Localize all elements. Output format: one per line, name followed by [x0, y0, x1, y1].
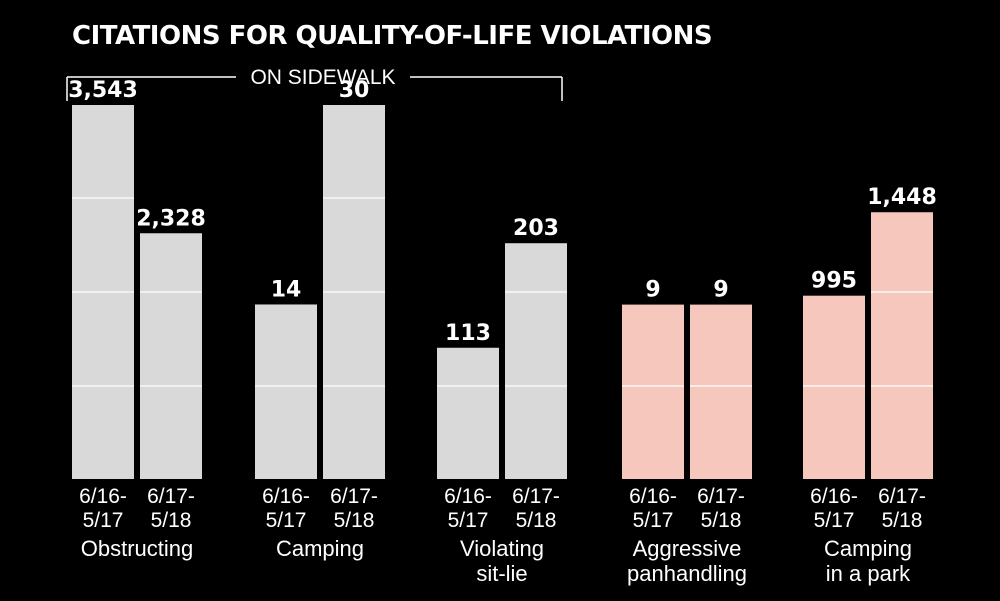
- category-label: sit-lie: [476, 561, 527, 586]
- value-label: 9: [645, 278, 660, 303]
- period-label: 6/17-: [878, 485, 926, 508]
- value-label: 30: [339, 78, 370, 103]
- period-label: 5/18: [151, 509, 192, 532]
- period-label: 5/17: [448, 509, 489, 532]
- period-label: 6/17-: [697, 485, 745, 508]
- value-label: 995: [811, 269, 857, 294]
- value-label: 2,328: [136, 206, 206, 231]
- bar: [505, 243, 567, 479]
- period-label: 5/17: [633, 509, 674, 532]
- period-label: 6/16-: [444, 485, 492, 508]
- category-label: Obstructing: [81, 536, 194, 561]
- value-label: 203: [513, 216, 559, 241]
- period-label: 6/16-: [262, 485, 310, 508]
- period-label: 6/17-: [330, 485, 378, 508]
- bars-layer: [72, 105, 933, 479]
- value-label: 9: [713, 278, 728, 303]
- bar: [622, 304, 684, 479]
- category-label: Aggressive: [633, 536, 742, 561]
- category-label: Violating: [460, 536, 544, 561]
- period-label: 5/18: [516, 509, 557, 532]
- value-label: 14: [271, 277, 302, 302]
- category-label: Camping: [276, 536, 364, 561]
- period-label: 5/17: [814, 509, 855, 532]
- bracket-label: ON SIDEWALK: [250, 66, 395, 89]
- period-label: 5/18: [334, 509, 375, 532]
- category-label: in a park: [826, 561, 911, 586]
- labels-layer: 3,5436/16-5/172,3286/17-5/18Obstructing1…: [68, 78, 937, 586]
- period-label: 5/17: [266, 509, 307, 532]
- period-label: 6/17-: [147, 485, 195, 508]
- period-label: 6/17-: [512, 485, 560, 508]
- period-label: 6/16-: [79, 485, 127, 508]
- bar: [803, 295, 865, 479]
- group-bracket: ON SIDEWALK: [66, 66, 563, 101]
- period-label: 6/16-: [629, 485, 677, 508]
- period-label: 5/18: [882, 509, 923, 532]
- category-label: Camping: [824, 536, 912, 561]
- category-label: panhandling: [627, 561, 747, 586]
- value-label: 113: [445, 321, 491, 346]
- bar: [437, 347, 499, 479]
- chart-title: CITATIONS FOR QUALITY-OF-LIFE VIOLATIONS: [72, 21, 712, 51]
- value-label: 3,543: [68, 78, 138, 103]
- value-label: 1,448: [867, 185, 937, 210]
- bar: [140, 233, 202, 479]
- period-label: 5/17: [83, 509, 124, 532]
- bar: [255, 304, 317, 479]
- period-label: 5/18: [701, 509, 742, 532]
- bar: [690, 304, 752, 479]
- bar: [871, 212, 933, 479]
- period-label: 6/16-: [810, 485, 858, 508]
